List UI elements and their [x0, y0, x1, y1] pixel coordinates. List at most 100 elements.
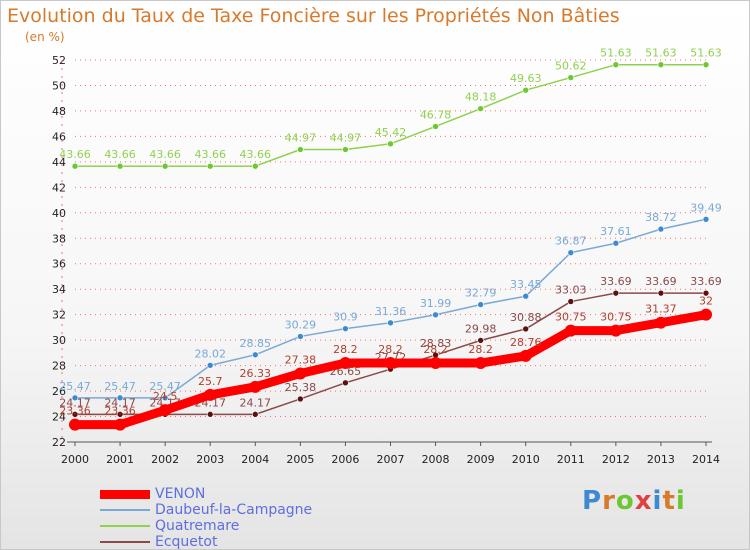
data-label: 24.17 [59, 396, 91, 409]
data-point [342, 325, 349, 332]
data-label: 23.36 [104, 405, 136, 418]
data-point [522, 325, 530, 333]
legend-swatch [100, 541, 150, 543]
data-label: 24.5 [153, 390, 178, 403]
data-label: 30.9 [333, 311, 358, 324]
data-label: 46.78 [420, 108, 452, 121]
data-label: 31.37 [645, 303, 677, 316]
x-tick-label: 2013 [647, 453, 675, 466]
data-label: 51.63 [645, 47, 677, 60]
logo-letter: x [634, 486, 653, 516]
proxiti-logo: Proxiti [582, 486, 686, 516]
data-point [297, 333, 304, 340]
data-label: 28.2 [468, 343, 493, 356]
data-label: 43.66 [104, 148, 136, 161]
data-point [297, 395, 304, 403]
data-label: 30.75 [555, 311, 587, 324]
data-point [342, 146, 349, 153]
data-point [477, 301, 484, 308]
data-label: 51.63 [600, 47, 632, 60]
legend-swatch [100, 525, 150, 527]
data-point [251, 162, 259, 170]
data-label: 30.29 [285, 318, 317, 331]
x-tick-label: 2004 [241, 453, 269, 466]
x-tick-label: 2003 [196, 453, 224, 466]
data-point [249, 380, 262, 393]
data-point [702, 61, 710, 69]
legend-label: Daubeuf-la-Campagne [155, 502, 313, 518]
data-point [519, 349, 532, 362]
data-label: 44.97 [285, 132, 317, 145]
data-label: 30.75 [600, 311, 632, 324]
data-label: 28.2 [333, 343, 358, 356]
data-point [474, 357, 487, 370]
data-label: 33.45 [510, 278, 542, 291]
x-tick-label: 2000 [61, 453, 89, 466]
y-unit-label: (en %) [25, 30, 65, 44]
data-point [116, 394, 124, 402]
data-point [116, 411, 124, 418]
data-point [159, 404, 172, 417]
data-point [702, 289, 710, 297]
data-label: 31.36 [375, 305, 407, 318]
x-tick-label: 2012 [602, 453, 630, 466]
legend-label: VENON [155, 486, 206, 502]
data-point [657, 225, 665, 233]
data-point [477, 105, 484, 112]
data-label: 31.99 [420, 297, 452, 310]
x-tick-label: 2010 [512, 453, 540, 466]
data-point [71, 162, 79, 170]
data-point [251, 411, 259, 418]
y-tick-label: 50 [52, 79, 66, 92]
data-point [339, 357, 352, 370]
data-point [161, 162, 169, 170]
y-tick-label: 28 [52, 360, 66, 373]
data-point [702, 215, 710, 223]
y-tick-label: 52 [52, 54, 66, 67]
data-point [161, 394, 169, 402]
data-label: 24.17 [240, 396, 272, 409]
data-label: 43.66 [194, 148, 226, 161]
x-tick-label: 2011 [557, 453, 585, 466]
logo-letter: i [652, 486, 663, 516]
x-tick-label: 2014 [692, 453, 720, 466]
data-point [206, 362, 214, 369]
data-point [429, 357, 442, 370]
data-label: 26.33 [240, 367, 272, 380]
data-point [567, 298, 575, 305]
data-label: 33.03 [555, 284, 587, 297]
x-tick-label: 2007 [377, 453, 405, 466]
data-point [71, 394, 79, 402]
data-label: 43.66 [59, 148, 91, 161]
data-point [522, 292, 530, 300]
data-label: 32.79 [465, 287, 497, 300]
data-label: 28.85 [240, 337, 272, 350]
data-label: 33.69 [690, 275, 722, 288]
data-point [384, 357, 397, 370]
data-label: 43.66 [149, 148, 181, 161]
data-label: 28.76 [510, 336, 542, 349]
data-point [432, 311, 439, 319]
data-point [477, 337, 484, 344]
data-label: 32 [699, 295, 713, 308]
logo-letter: t [662, 486, 676, 516]
data-point [342, 379, 349, 387]
data-point [69, 418, 81, 431]
x-tick-label: 2005 [286, 453, 314, 466]
data-point [564, 324, 577, 337]
y-tick-label: 34 [52, 283, 66, 296]
data-point [522, 86, 530, 94]
data-label: 24.17 [104, 396, 136, 409]
data-label: 36.87 [555, 235, 587, 248]
data-label: 28.83 [420, 337, 452, 350]
data-point [432, 123, 439, 130]
data-point [71, 411, 79, 418]
y-tick-label: 22 [52, 436, 66, 449]
data-point [387, 319, 394, 327]
logo-letter: P [582, 486, 603, 516]
x-tick-label: 2006 [331, 453, 359, 466]
y-tick-label: 42 [52, 181, 66, 194]
data-point [700, 308, 712, 321]
logo-letter: i [675, 486, 686, 516]
